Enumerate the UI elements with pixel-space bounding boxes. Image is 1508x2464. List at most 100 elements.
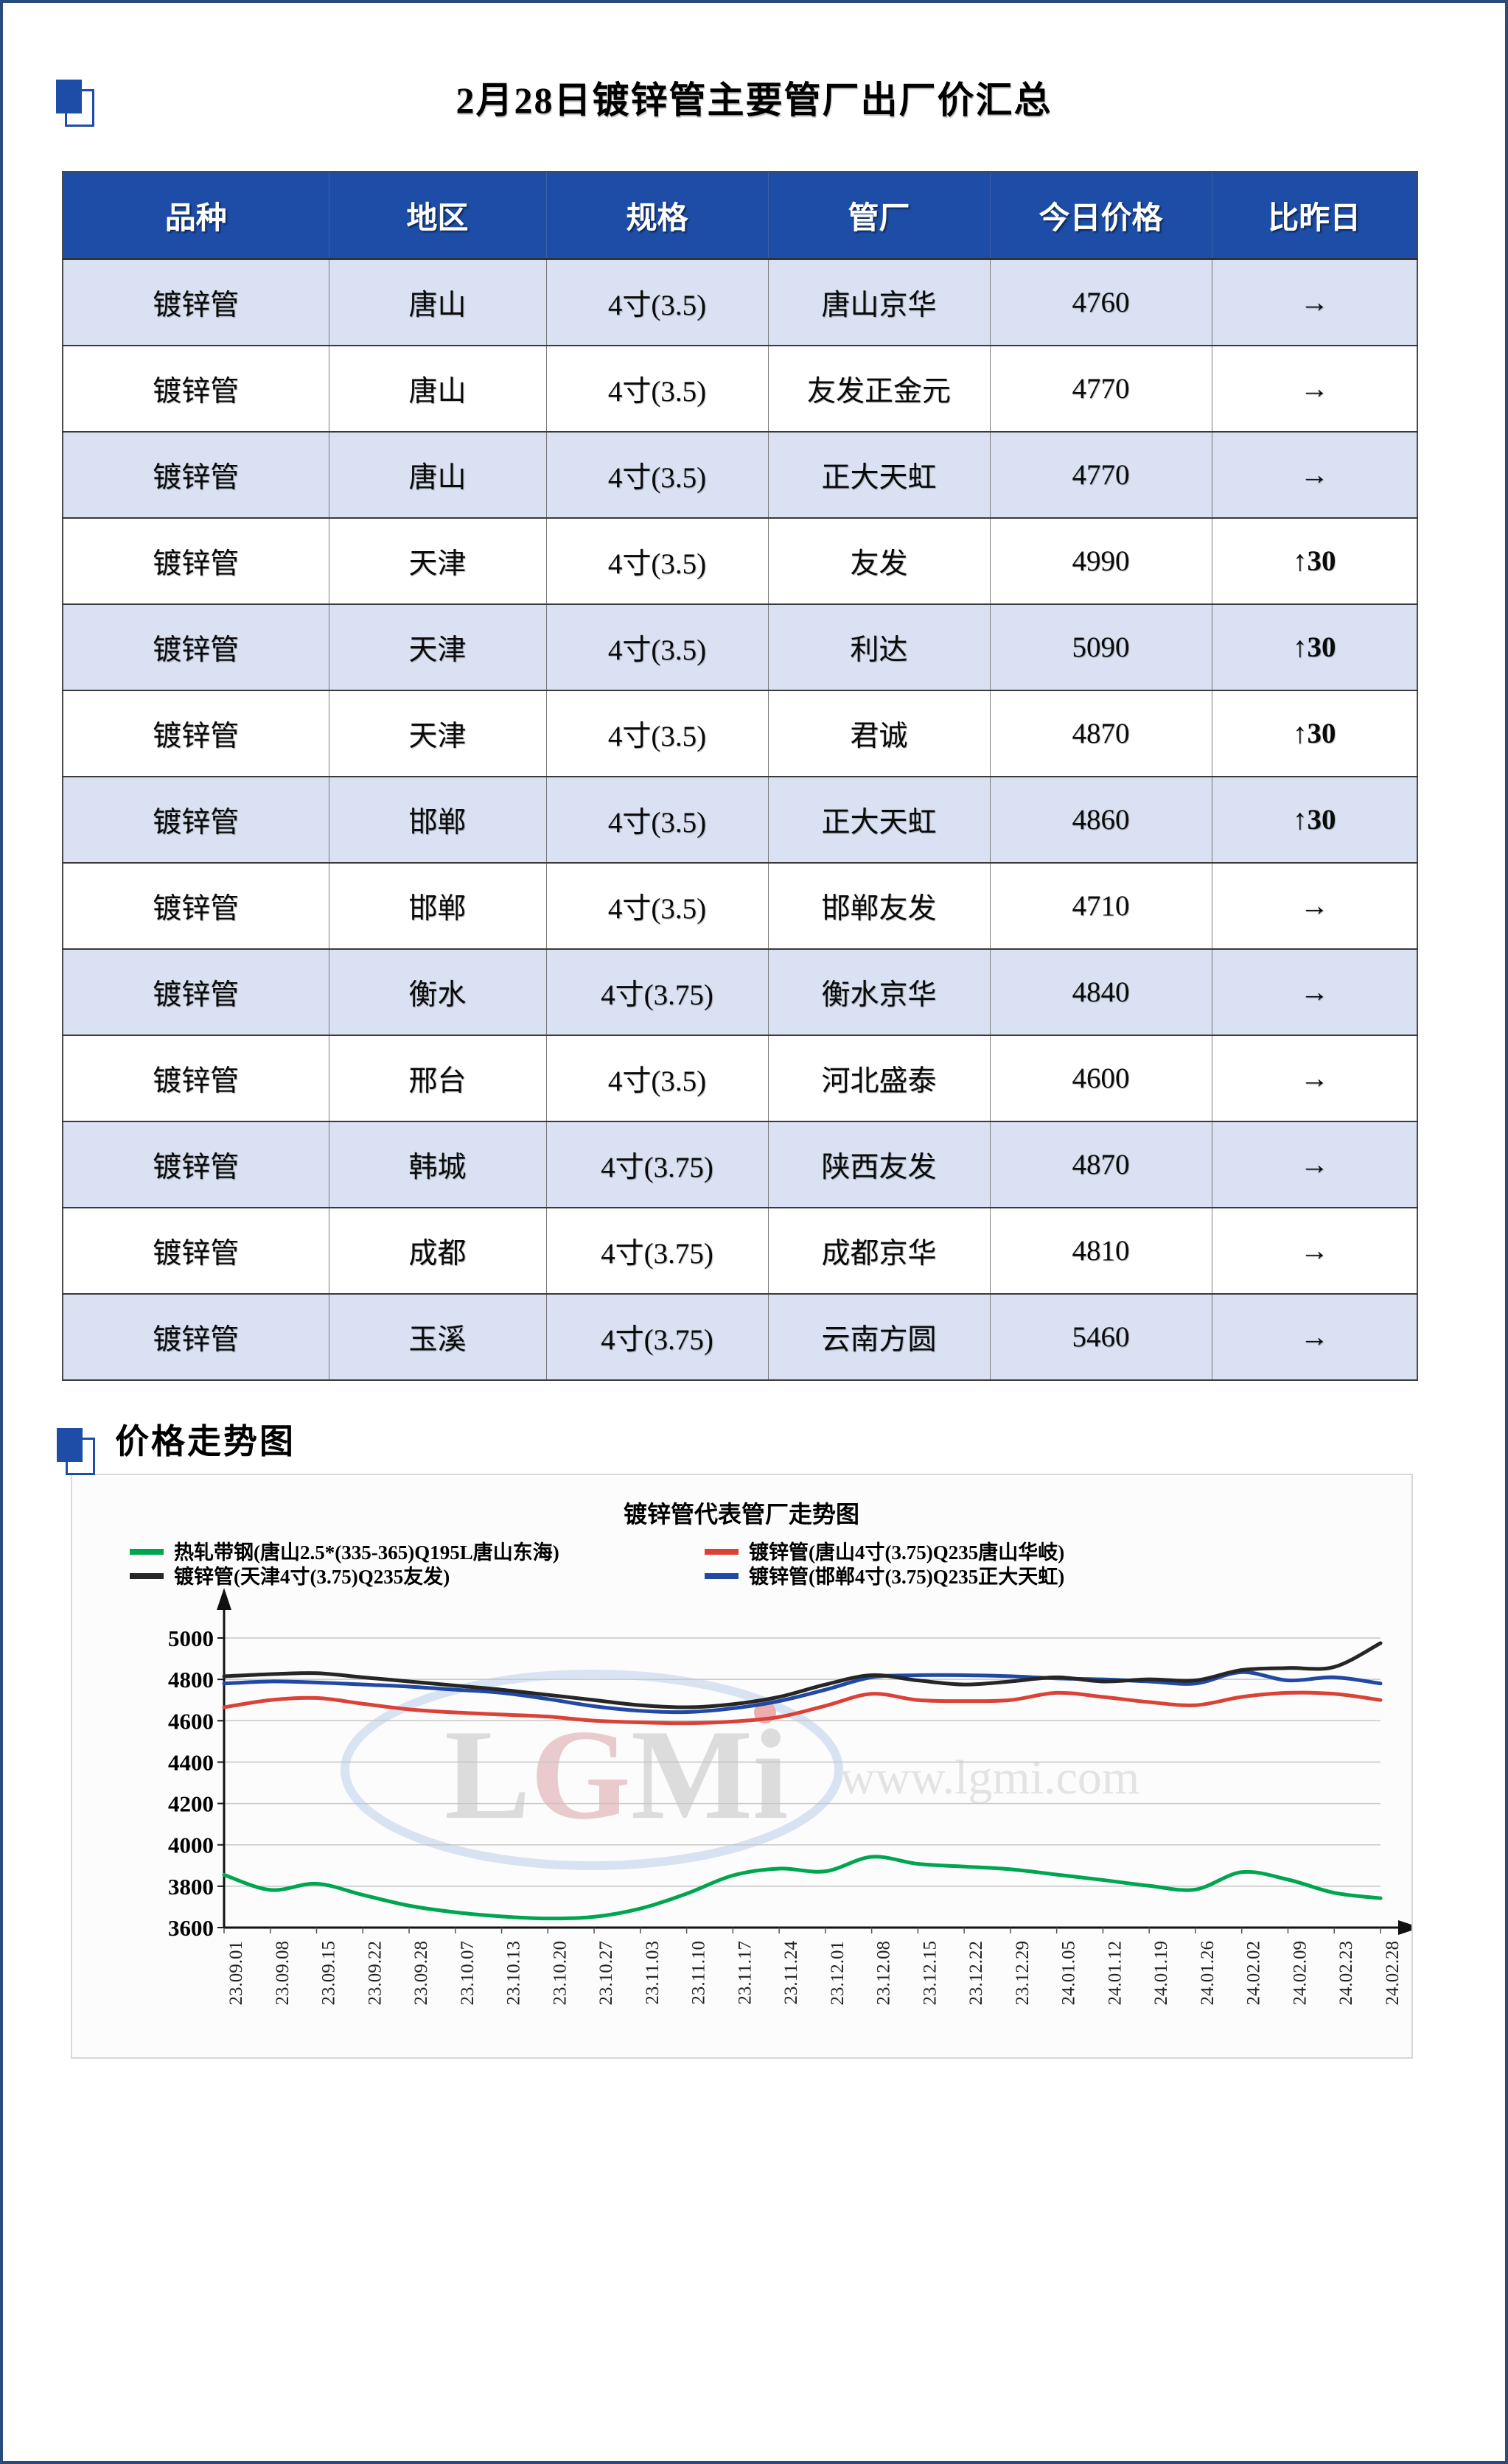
x-tick-label: 23.09.15 — [319, 1941, 339, 2006]
x-tick-label: 23.09.22 — [365, 1941, 385, 2006]
x-tick-label: 23.10.20 — [550, 1941, 570, 2006]
cell-variety: 镀锌管 — [62, 1207, 329, 1295]
y-tick-label: 3800 — [168, 1874, 214, 1900]
cell-region: 唐山 — [328, 431, 547, 519]
cell-spec: 4寸(3.75) — [545, 1207, 769, 1295]
cell-mill: 正大天虹 — [767, 431, 991, 519]
chart-panel: 镀锌管代表管厂走势图 热轧带钢(唐山2.5*(335-365)Q195L唐山东海)… — [71, 1474, 1413, 2059]
cell-price: 4870 — [989, 1121, 1212, 1208]
legend-label: 热轧带钢(唐山2.5*(335-365)Q195L唐山东海) — [174, 1541, 559, 1564]
price-table: 品种 地区 规格 管厂 今日价格 比昨日 镀锌管 唐山 4寸(3.5) 唐山京华 476… — [62, 171, 1418, 1381]
legend-item: 热轧带钢(唐山2.5*(335-365)Q195L唐山东海) — [130, 1541, 559, 1564]
cell-spec: 4寸(3.75) — [545, 1293, 769, 1381]
cell-spec: 4寸(3.5) — [545, 431, 769, 519]
table-row: 镀锌管 唐山 4寸(3.5) 唐山京华 4760 → — [62, 258, 1418, 346]
trend-chart: 镀锌管代表管厂走势图热轧带钢(唐山2.5*(335-365)Q195L唐山东海)… — [130, 1501, 1411, 2006]
cell-price: 4990 — [989, 517, 1212, 605]
x-tick-label: 23.10.07 — [458, 1941, 478, 2006]
y-tick-label: 4200 — [168, 1791, 214, 1817]
table-row: 镀锌管 天津 4寸(3.5) 君诚 4870 ↑30 — [62, 690, 1418, 777]
table-row: 镀锌管 唐山 4寸(3.5) 友发正金元 4770 → — [62, 345, 1418, 433]
watermark-ellipse — [341, 1670, 843, 1870]
cell-spec: 4寸(3.5) — [545, 258, 769, 346]
cell-spec: 4寸(3.5) — [545, 345, 769, 433]
y-tick-label: 4600 — [168, 1708, 214, 1734]
x-tick-label: 24.01.26 — [1198, 1941, 1218, 2006]
cell-variety: 镀锌管 — [62, 1121, 329, 1208]
bullet-fill — [56, 80, 82, 113]
cell-change: ↑30 — [1211, 517, 1418, 605]
x-tick-label: 23.12.01 — [828, 1941, 848, 2006]
cell-change: → — [1211, 1207, 1418, 1295]
cell-change: → — [1211, 862, 1418, 950]
title-bullet-icon — [56, 80, 94, 127]
y-axis-arrow — [217, 1588, 231, 1610]
cell-change: → — [1211, 431, 1418, 519]
cell-mill: 正大天虹 — [767, 776, 991, 864]
cell-change: → — [1211, 345, 1418, 433]
cell-mill: 河北盛泰 — [767, 1035, 991, 1122]
section-title: 价格走势图 — [115, 1423, 296, 1460]
cell-price: 5460 — [989, 1293, 1212, 1381]
table-row: 镀锌管 衡水 4寸(3.75) 衡水京华 4840 → — [62, 948, 1418, 1036]
cell-region: 衡水 — [328, 948, 547, 1036]
cell-price: 5090 — [989, 603, 1212, 691]
x-tick-label: 23.09.28 — [411, 1941, 431, 2006]
cell-price: 4860 — [989, 776, 1212, 864]
cell-variety: 镀锌管 — [62, 517, 329, 605]
x-tick-label: 24.01.12 — [1105, 1941, 1125, 2006]
cell-region: 唐山 — [328, 258, 547, 346]
table-header-row: 品种 地区 规格 管厂 今日价格 比昨日 — [62, 172, 1418, 260]
series-line — [222, 1855, 1383, 1921]
x-tick-label: 24.02.02 — [1244, 1941, 1264, 2006]
cell-change: → — [1211, 948, 1418, 1036]
cell-change: ↑30 — [1211, 776, 1418, 864]
x-tick-label: 23.09.08 — [273, 1941, 293, 2006]
series-line — [222, 1690, 1383, 1726]
cell-mill: 利达 — [767, 603, 991, 691]
x-tick-label: 23.12.29 — [1013, 1941, 1033, 2006]
cell-mill: 友发正金元 — [767, 345, 991, 433]
table-row: 镀锌管 韩城 4寸(3.75) 陕西友发 4870 → — [62, 1121, 1418, 1208]
cell-change: → — [1211, 1293, 1418, 1381]
table-row: 镀锌管 天津 4寸(3.5) 利达 5090 ↑30 — [62, 603, 1418, 691]
cell-variety: 镀锌管 — [62, 1293, 329, 1381]
table-row: 镀锌管 成都 4寸(3.75) 成都京华 4810 → — [62, 1207, 1418, 1295]
cell-change: ↑30 — [1211, 603, 1418, 691]
cell-spec: 4寸(3.5) — [545, 1035, 769, 1122]
x-tick-label: 23.11.03 — [643, 1941, 663, 2005]
cell-price: 4770 — [989, 345, 1212, 433]
x-tick-label: 24.02.23 — [1336, 1941, 1356, 2006]
cell-change: → — [1211, 1121, 1418, 1208]
table-row: 镀锌管 邯郸 4寸(3.5) 正大天虹 4860 ↑30 — [62, 776, 1418, 864]
table-row: 镀锌管 玉溪 4寸(3.75) 云南方圆 5460 → — [62, 1293, 1418, 1381]
cell-region: 玉溪 — [328, 1293, 547, 1381]
table-row: 镀锌管 唐山 4寸(3.5) 正大天虹 4770 → — [62, 431, 1418, 519]
cell-mill: 陕西友发 — [767, 1121, 991, 1208]
cell-variety: 镀锌管 — [62, 603, 329, 691]
cell-variety: 镀锌管 — [62, 1035, 329, 1122]
table-row: 镀锌管 邯郸 4寸(3.5) 邯郸友发 4710 → — [62, 862, 1418, 950]
cell-spec: 4寸(3.5) — [545, 862, 769, 950]
cell-region: 邯郸 — [328, 862, 547, 950]
cell-price: 4810 — [989, 1207, 1212, 1295]
legend-item: 镀锌管(邯郸4寸(3.75)Q235正大天虹) — [705, 1566, 1064, 1588]
section-bullet-icon — [57, 1428, 95, 1475]
cell-variety: 镀锌管 — [62, 862, 329, 950]
cell-price: 4600 — [989, 1035, 1212, 1122]
cell-region: 成都 — [328, 1207, 547, 1295]
y-tick-label: 5000 — [168, 1625, 214, 1651]
cell-price: 4840 — [989, 948, 1212, 1036]
cell-mill: 成都京华 — [767, 1207, 991, 1295]
cell-spec: 4寸(3.5) — [545, 690, 769, 777]
x-tick-label: 23.12.08 — [874, 1941, 894, 2006]
y-tick-label: 4800 — [168, 1667, 214, 1693]
cell-price: 4760 — [989, 258, 1212, 346]
cell-change: → — [1211, 258, 1418, 346]
cell-variety: 镀锌管 — [62, 776, 329, 864]
watermark-logo: LGMi — [444, 1703, 789, 1846]
cell-spec: 4寸(3.5) — [545, 603, 769, 691]
cell-variety: 镀锌管 — [62, 690, 329, 777]
cell-variety: 镀锌管 — [62, 431, 329, 519]
